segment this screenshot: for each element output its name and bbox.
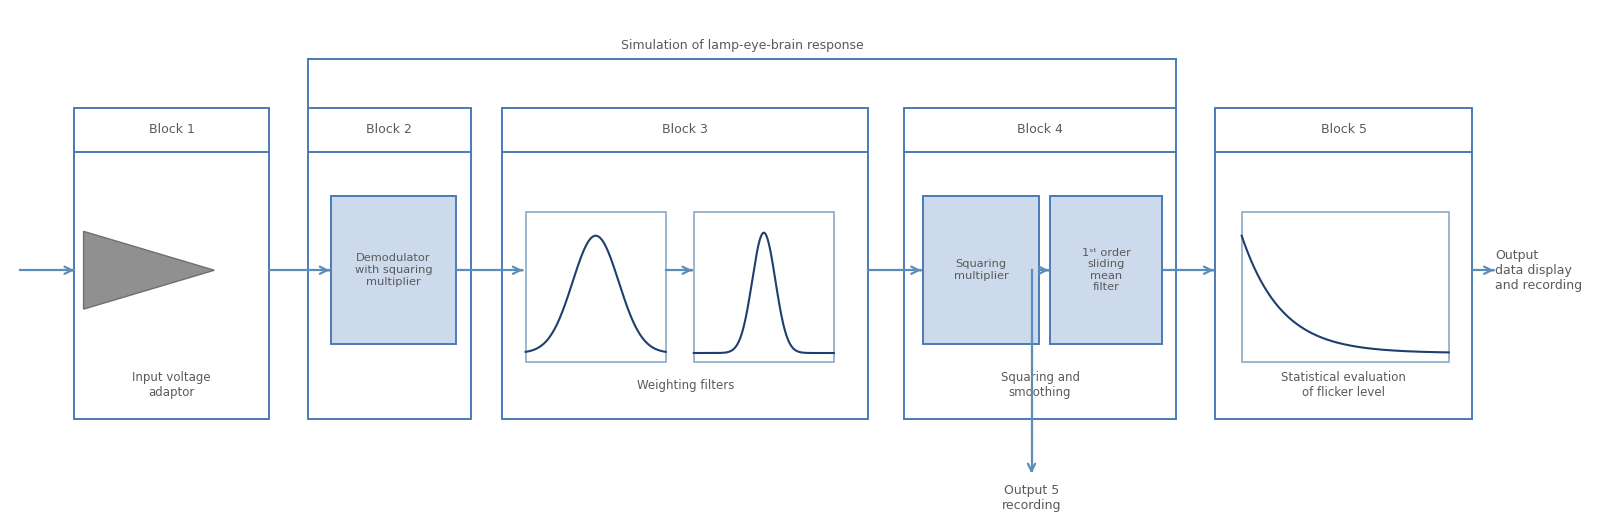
FancyBboxPatch shape (502, 108, 869, 419)
Text: Squaring
multiplier: Squaring multiplier (954, 259, 1008, 281)
Text: Block 4: Block 4 (1018, 123, 1062, 136)
Text: Block 2: Block 2 (366, 123, 413, 136)
FancyBboxPatch shape (1242, 212, 1448, 362)
FancyBboxPatch shape (694, 212, 834, 362)
FancyBboxPatch shape (923, 196, 1040, 344)
Text: Demodulator
with squaring
multiplier: Demodulator with squaring multiplier (355, 253, 432, 287)
Text: Block 1: Block 1 (149, 123, 195, 136)
Text: Block 3: Block 3 (662, 123, 709, 136)
FancyBboxPatch shape (331, 196, 456, 344)
Text: Squaring and
smoothing: Squaring and smoothing (1000, 372, 1080, 399)
Text: Simulation of lamp-eye-brain response: Simulation of lamp-eye-brain response (621, 40, 864, 52)
Text: Output
data display
and recording: Output data display and recording (1496, 249, 1582, 292)
Text: 1ˢᵗ order
sliding
mean
filter: 1ˢᵗ order sliding mean filter (1082, 248, 1131, 292)
Text: Output 5
recording: Output 5 recording (1002, 484, 1061, 512)
FancyBboxPatch shape (307, 108, 470, 419)
Polygon shape (83, 231, 214, 309)
Text: Statistical evaluation
of flicker level: Statistical evaluation of flicker level (1282, 372, 1406, 399)
Text: Input voltage
adaptor: Input voltage adaptor (133, 372, 211, 399)
Text: Block 5: Block 5 (1320, 123, 1366, 136)
FancyBboxPatch shape (904, 108, 1176, 419)
Text: Weighting filters: Weighting filters (637, 379, 734, 392)
FancyBboxPatch shape (526, 212, 666, 362)
FancyBboxPatch shape (1050, 196, 1162, 344)
FancyBboxPatch shape (1216, 108, 1472, 419)
FancyBboxPatch shape (74, 108, 269, 419)
